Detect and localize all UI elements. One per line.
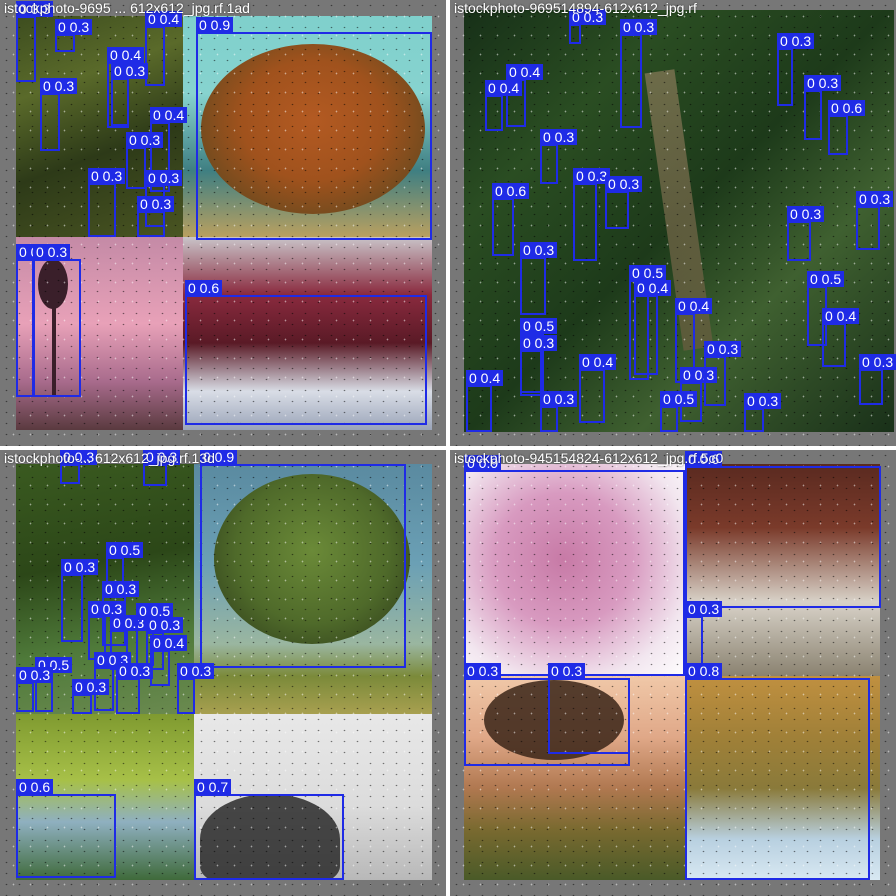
detection-box: 0 0.3 bbox=[16, 1, 54, 82]
detection-box: 0 0.3 bbox=[804, 75, 842, 140]
detection-box: 0 0.3 bbox=[72, 679, 110, 714]
detection-box: 0 0.3 bbox=[16, 244, 54, 397]
detection-box: 0 0.3 bbox=[137, 196, 175, 237]
tile-filename: istockphoto-969514894-612x612_jpg.rf bbox=[454, 0, 697, 16]
mosaic-tile-1: istockphoto-9695 ... 612x612_jpg.rf.1ad … bbox=[0, 0, 446, 446]
detection-box: 0 0.4 bbox=[822, 308, 860, 367]
detection-box: 0 0.3 bbox=[744, 393, 782, 432]
detection-box: 0 0.9 bbox=[464, 455, 685, 676]
detection-box: 0 0.3 bbox=[856, 191, 894, 250]
detection-box: 0 0.7 bbox=[194, 779, 344, 880]
detection-box: 0 0.3 bbox=[55, 19, 93, 52]
detection-box: 0 0.3 bbox=[40, 78, 78, 151]
detection-box: 0 0.3 bbox=[116, 663, 154, 714]
detection-box: 0 0.3 bbox=[540, 391, 578, 432]
detection-box: 0 0.3 bbox=[520, 335, 558, 396]
detection-box: 0 0.6 bbox=[492, 183, 530, 256]
detection-box: 0 0.3 bbox=[88, 168, 126, 237]
detection-box: 0 0.6 bbox=[685, 451, 881, 608]
detection-box: 0 0.3 bbox=[143, 450, 181, 486]
mosaic-tile-3: istockphoto-... 612x612_jpg.rf.13d 0 0.3… bbox=[0, 450, 446, 896]
detection-box: 0 0.3 bbox=[126, 132, 164, 189]
detection-box: 0 0.4 bbox=[466, 370, 504, 432]
detection-box: 0 0.4 bbox=[485, 80, 523, 131]
detection-box: 0 0.3 bbox=[60, 450, 98, 484]
detection-box: 0 0.8 bbox=[685, 663, 870, 880]
tile-filename: istockphoto-945154824-612x612_jpg.rf.5c0 bbox=[454, 450, 724, 466]
detection-box: 0 0.3 bbox=[16, 667, 54, 712]
detection-box: 0 0.3 bbox=[569, 9, 607, 44]
detection-box: 0 0.3 bbox=[61, 559, 99, 642]
detection-box: 0 0.5 bbox=[660, 391, 698, 432]
detection-box: 0 0.3 bbox=[859, 354, 896, 405]
detection-box: 0 0.6 bbox=[16, 779, 116, 878]
detection-box: 0 0.3 bbox=[33, 244, 81, 397]
detection-box: 0 0.4 bbox=[579, 354, 617, 423]
detection-box: 0 0.3 bbox=[177, 663, 215, 714]
tile-filename: istockphoto-... 612x612_jpg.rf.13d bbox=[4, 450, 215, 466]
detection-box: 0 0.3 bbox=[777, 33, 815, 106]
detection-box: 0 0.3 bbox=[540, 129, 578, 184]
detection-box: 0 0.9 bbox=[196, 17, 432, 240]
detection-box: 0 0.3 bbox=[548, 663, 630, 754]
detection-box: 0 0.3 bbox=[704, 341, 742, 406]
detection-box: 0 0.9 bbox=[200, 450, 406, 668]
detection-box: 0 0.3 bbox=[520, 242, 558, 315]
detection-box: 0 0.3 bbox=[605, 176, 643, 229]
detection-box: 0 0.4 bbox=[634, 280, 672, 375]
detection-box: 0 0.3 bbox=[787, 206, 825, 261]
mosaic-tile-4: istockphoto-945154824-612x612_jpg.rf.5c0… bbox=[450, 450, 896, 896]
detection-box: 0 0.3 bbox=[111, 63, 149, 126]
tile-filename: istockphoto-9695 ... 612x612_jpg.rf.1ad bbox=[4, 0, 250, 16]
detection-box: 0 0.3 bbox=[620, 19, 658, 128]
detection-box: 0 0.6 bbox=[185, 280, 427, 425]
detection-box: 0 0.3 bbox=[573, 168, 611, 261]
detection-box: 0 0.6 bbox=[828, 100, 866, 155]
mosaic-tile-2: istockphoto-969514894-612x612_jpg.rf 0 0… bbox=[450, 0, 896, 446]
